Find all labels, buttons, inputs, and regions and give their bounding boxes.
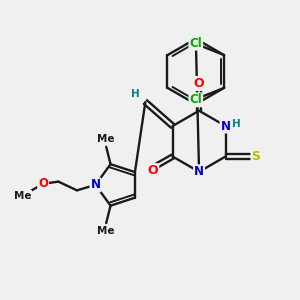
Text: Me: Me xyxy=(98,134,115,144)
Text: N: N xyxy=(194,165,204,178)
Text: Cl: Cl xyxy=(189,37,202,50)
Text: H: H xyxy=(232,119,241,129)
Text: Cl: Cl xyxy=(189,93,202,106)
Text: O: O xyxy=(194,77,204,90)
Text: N: N xyxy=(91,178,100,191)
Text: N: N xyxy=(220,119,230,133)
Text: S: S xyxy=(252,150,261,163)
Text: O: O xyxy=(38,177,48,190)
Text: O: O xyxy=(148,164,158,177)
Text: H: H xyxy=(131,89,140,99)
Text: Me: Me xyxy=(98,226,115,236)
Text: Me: Me xyxy=(14,191,31,201)
